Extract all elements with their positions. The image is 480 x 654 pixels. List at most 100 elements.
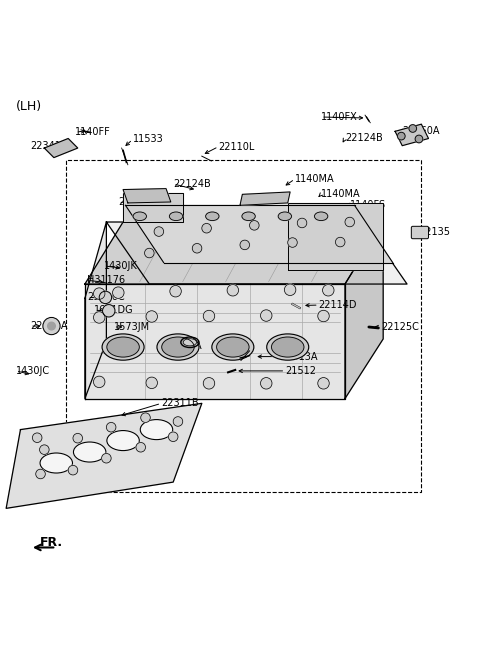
Text: 22112A: 22112A [164, 341, 202, 351]
Circle shape [202, 224, 211, 233]
Text: 1430JK: 1430JK [104, 261, 138, 271]
Circle shape [48, 322, 55, 330]
Circle shape [170, 286, 181, 297]
Circle shape [102, 453, 111, 463]
Circle shape [146, 377, 157, 388]
Circle shape [107, 422, 116, 432]
Ellipse shape [278, 212, 291, 220]
Circle shape [103, 305, 115, 317]
Text: 1140MA: 1140MA [321, 189, 361, 199]
Circle shape [33, 433, 42, 443]
Ellipse shape [162, 337, 194, 357]
Circle shape [136, 443, 145, 452]
Circle shape [261, 377, 272, 389]
Text: 1140FF: 1140FF [75, 128, 111, 137]
Circle shape [113, 287, 124, 298]
Text: 22135: 22135 [419, 226, 450, 237]
Ellipse shape [107, 337, 139, 357]
Circle shape [409, 125, 417, 132]
Circle shape [250, 220, 259, 230]
Circle shape [203, 377, 215, 389]
Circle shape [99, 291, 112, 303]
Ellipse shape [133, 212, 146, 220]
Circle shape [94, 376, 105, 388]
Circle shape [240, 240, 250, 250]
Ellipse shape [216, 337, 249, 357]
Polygon shape [123, 188, 171, 203]
Circle shape [68, 466, 78, 475]
Text: 1601DG: 1601DG [95, 305, 134, 315]
Circle shape [73, 434, 83, 443]
Text: 21513A: 21513A [281, 352, 318, 362]
Circle shape [173, 417, 183, 426]
Circle shape [415, 135, 423, 143]
Polygon shape [6, 404, 202, 508]
Circle shape [146, 311, 157, 322]
Text: 1430JC: 1430JC [16, 366, 50, 376]
Text: 22124B: 22124B [173, 179, 211, 189]
Polygon shape [44, 139, 78, 158]
Circle shape [227, 284, 239, 296]
Circle shape [43, 317, 60, 335]
Circle shape [261, 310, 272, 321]
Text: 22113A: 22113A [30, 321, 68, 331]
Ellipse shape [102, 334, 144, 360]
Text: H31176: H31176 [87, 275, 125, 285]
Text: 22124B: 22124B [118, 197, 156, 207]
Polygon shape [395, 124, 429, 146]
Circle shape [94, 312, 105, 323]
Polygon shape [288, 203, 383, 269]
Polygon shape [125, 205, 393, 262]
Text: 22114D: 22114D [319, 300, 357, 310]
Circle shape [336, 237, 345, 247]
Circle shape [288, 238, 297, 247]
Text: 21512: 21512 [285, 366, 316, 376]
Circle shape [192, 243, 202, 253]
Circle shape [203, 310, 215, 322]
Text: 22124B: 22124B [307, 213, 345, 222]
Ellipse shape [169, 212, 183, 220]
Polygon shape [85, 284, 345, 398]
Circle shape [323, 284, 334, 296]
Circle shape [36, 469, 45, 479]
Ellipse shape [157, 334, 199, 360]
Circle shape [345, 217, 355, 227]
Ellipse shape [73, 442, 106, 462]
Ellipse shape [140, 420, 173, 439]
Ellipse shape [242, 212, 255, 220]
Polygon shape [240, 192, 290, 205]
Ellipse shape [183, 339, 197, 346]
Ellipse shape [205, 212, 219, 220]
Bar [66, 160, 421, 492]
Text: 22129: 22129 [300, 247, 331, 256]
Ellipse shape [267, 334, 309, 360]
Polygon shape [107, 222, 407, 284]
Circle shape [94, 288, 105, 300]
Ellipse shape [272, 337, 304, 357]
Text: 22125C: 22125C [381, 322, 419, 332]
FancyBboxPatch shape [411, 226, 429, 239]
Circle shape [39, 445, 49, 455]
Polygon shape [123, 194, 183, 222]
Text: 22124B: 22124B [345, 133, 383, 143]
Circle shape [397, 132, 405, 140]
Text: 1140FX: 1140FX [321, 112, 358, 122]
Circle shape [284, 284, 296, 296]
Circle shape [144, 249, 154, 258]
Ellipse shape [212, 334, 254, 360]
Text: 22311B: 22311B [161, 398, 199, 408]
Ellipse shape [314, 212, 328, 220]
Text: 22110L: 22110L [218, 142, 255, 152]
Polygon shape [345, 222, 383, 398]
Text: 1140MA: 1140MA [295, 174, 335, 184]
Circle shape [318, 310, 329, 322]
Circle shape [297, 218, 307, 228]
Text: 21126C: 21126C [87, 292, 125, 302]
Ellipse shape [107, 430, 139, 451]
Text: 1140FS: 1140FS [350, 200, 386, 211]
Polygon shape [85, 222, 383, 284]
Text: FR.: FR. [39, 536, 63, 549]
Text: 22341A: 22341A [30, 141, 68, 150]
Ellipse shape [40, 453, 72, 473]
Text: (LH): (LH) [16, 100, 42, 113]
